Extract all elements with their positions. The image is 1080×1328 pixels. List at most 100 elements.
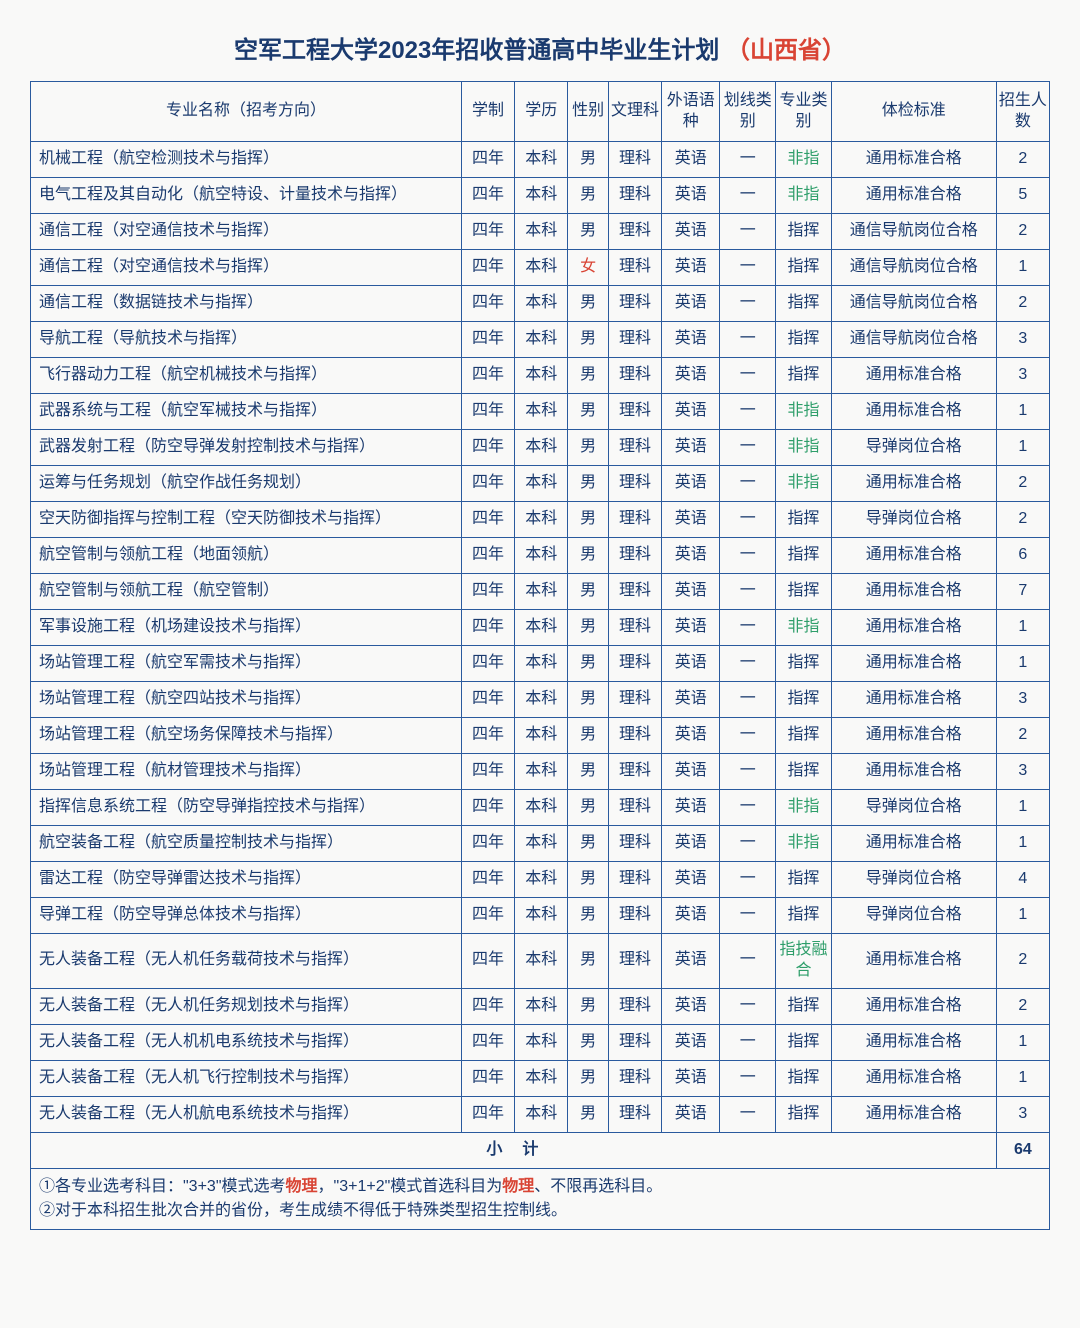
cell-exam: 通用标准合格 [831, 394, 996, 430]
cell-sci: 理科 [608, 358, 661, 394]
cell-sex: 男 [568, 862, 609, 898]
cell-num: 1 [996, 1060, 1049, 1096]
cell-sex: 男 [568, 502, 609, 538]
fn1a: ①各专业选考科目："3+3"模式选考 [39, 1178, 286, 1195]
enrollment-table: 专业名称（招考方向） 学制 学历 性别 文理科 外语语种 划线类别 专业类别 体… [30, 81, 1050, 1230]
cell-sci: 理科 [608, 862, 661, 898]
cell-lang: 英语 [662, 142, 720, 178]
cell-sex: 男 [568, 286, 609, 322]
cell-dur: 四年 [461, 178, 514, 214]
cell-exam: 通用标准合格 [831, 610, 996, 646]
cell-sex: 男 [568, 790, 609, 826]
cell-sci: 理科 [608, 502, 661, 538]
cell-lang: 英语 [662, 466, 720, 502]
cell-num: 2 [996, 286, 1049, 322]
cell-sci: 理科 [608, 1060, 661, 1096]
cell-sex: 男 [568, 646, 609, 682]
cell-line: 一 [720, 1060, 776, 1096]
cell-deg: 本科 [515, 718, 568, 754]
cell-major: 无人装备工程（无人机飞行控制技术与指挥） [31, 1060, 462, 1096]
table-row: 空天防御指挥与控制工程（空天防御技术与指挥）四年本科男理科英语一指挥导弹岗位合格… [31, 502, 1050, 538]
fn1e: 、不限再选科目。 [534, 1178, 662, 1195]
cell-sex: 男 [568, 178, 609, 214]
cell-sci: 理科 [608, 250, 661, 286]
cell-lang: 英语 [662, 214, 720, 250]
cell-deg: 本科 [515, 898, 568, 934]
h-type: 专业类别 [776, 82, 832, 142]
cell-num: 2 [996, 466, 1049, 502]
cell-dur: 四年 [461, 682, 514, 718]
cell-line: 一 [720, 646, 776, 682]
cell-num: 1 [996, 430, 1049, 466]
fn1d: 物理 [502, 1178, 534, 1195]
cell-deg: 本科 [515, 1096, 568, 1132]
cell-sex: 男 [568, 718, 609, 754]
cell-deg: 本科 [515, 862, 568, 898]
cell-major: 指挥信息系统工程（防空导弹指控技术与指挥） [31, 790, 462, 826]
cell-major: 场站管理工程（航空四站技术与指挥） [31, 682, 462, 718]
cell-major: 无人装备工程（无人机任务载荷技术与指挥） [31, 934, 462, 989]
cell-line: 一 [720, 574, 776, 610]
cell-dur: 四年 [461, 610, 514, 646]
cell-lang: 英语 [662, 502, 720, 538]
cell-sci: 理科 [608, 898, 661, 934]
cell-deg: 本科 [515, 502, 568, 538]
cell-type: 非指 [776, 430, 832, 466]
cell-dur: 四年 [461, 322, 514, 358]
cell-sci: 理科 [608, 394, 661, 430]
cell-type: 指挥 [776, 538, 832, 574]
cell-lang: 英语 [662, 574, 720, 610]
cell-deg: 本科 [515, 358, 568, 394]
cell-num: 4 [996, 862, 1049, 898]
cell-major: 武器发射工程（防空导弹发射控制技术与指挥） [31, 430, 462, 466]
cell-lang: 英语 [662, 322, 720, 358]
cell-deg: 本科 [515, 1060, 568, 1096]
table-row: 场站管理工程（航空场务保障技术与指挥）四年本科男理科英语一指挥通用标准合格2 [31, 718, 1050, 754]
cell-lang: 英语 [662, 1060, 720, 1096]
cell-type: 指挥 [776, 502, 832, 538]
cell-deg: 本科 [515, 646, 568, 682]
cell-num: 7 [996, 574, 1049, 610]
cell-lang: 英语 [662, 862, 720, 898]
cell-dur: 四年 [461, 250, 514, 286]
cell-num: 1 [996, 790, 1049, 826]
cell-dur: 四年 [461, 430, 514, 466]
h-num: 招生人数 [996, 82, 1049, 142]
cell-type: 指挥 [776, 682, 832, 718]
cell-type: 指挥 [776, 286, 832, 322]
cell-sex: 男 [568, 988, 609, 1024]
cell-deg: 本科 [515, 826, 568, 862]
cell-type: 指挥 [776, 988, 832, 1024]
cell-dur: 四年 [461, 574, 514, 610]
cell-sci: 理科 [608, 646, 661, 682]
cell-major: 导航工程（导航技术与指挥） [31, 322, 462, 358]
cell-exam: 通用标准合格 [831, 718, 996, 754]
cell-type: 指挥 [776, 898, 832, 934]
cell-num: 1 [996, 250, 1049, 286]
cell-dur: 四年 [461, 214, 514, 250]
cell-dur: 四年 [461, 466, 514, 502]
cell-type: 非指 [776, 466, 832, 502]
cell-line: 一 [720, 358, 776, 394]
cell-type: 非指 [776, 826, 832, 862]
cell-line: 一 [720, 1096, 776, 1132]
cell-sex: 男 [568, 1096, 609, 1132]
cell-deg: 本科 [515, 466, 568, 502]
cell-sci: 理科 [608, 1096, 661, 1132]
cell-major: 场站管理工程（航材管理技术与指挥） [31, 754, 462, 790]
cell-lang: 英语 [662, 682, 720, 718]
cell-deg: 本科 [515, 394, 568, 430]
cell-sci: 理科 [608, 214, 661, 250]
cell-dur: 四年 [461, 1060, 514, 1096]
cell-sex: 男 [568, 322, 609, 358]
cell-exam: 通用标准合格 [831, 1096, 996, 1132]
cell-exam: 导弹岗位合格 [831, 862, 996, 898]
table-row: 无人装备工程（无人机任务规划技术与指挥）四年本科男理科英语一指挥通用标准合格2 [31, 988, 1050, 1024]
cell-line: 一 [720, 790, 776, 826]
cell-deg: 本科 [515, 1024, 568, 1060]
cell-line: 一 [720, 754, 776, 790]
cell-exam: 通信导航岗位合格 [831, 250, 996, 286]
cell-line: 一 [720, 718, 776, 754]
cell-type: 指挥 [776, 214, 832, 250]
table-row: 武器系统与工程（航空军械技术与指挥）四年本科男理科英语一非指通用标准合格1 [31, 394, 1050, 430]
